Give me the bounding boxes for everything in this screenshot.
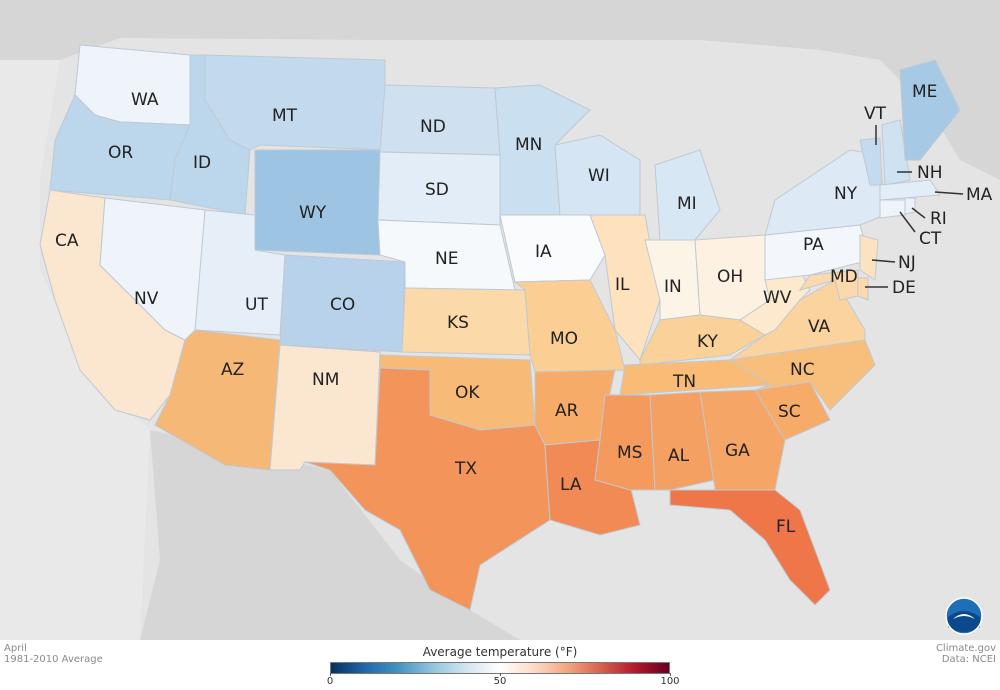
label-AL: AL xyxy=(668,446,690,466)
label-GA: GA xyxy=(725,441,750,461)
state-NH xyxy=(881,119,911,186)
label-UT: UT xyxy=(245,295,268,315)
label-SC: SC xyxy=(778,402,801,422)
state-MD xyxy=(798,269,859,301)
leader-NJ xyxy=(871,259,896,263)
label-MA: MA xyxy=(966,185,993,205)
leader-RI xyxy=(911,207,926,219)
state-DE xyxy=(857,277,869,301)
state-ME xyxy=(899,59,961,161)
label-NH: NH xyxy=(917,163,943,183)
label-NE: NE xyxy=(435,249,458,269)
month-label: April xyxy=(4,643,27,654)
label-AR: AR xyxy=(555,401,579,421)
label-PA: PA xyxy=(803,235,824,255)
label-AZ: AZ xyxy=(221,360,244,380)
state-AL xyxy=(649,391,716,491)
us-temperature-map: WA OR CA NV ID MT WY UT AZ CO NM ND SD N… xyxy=(0,0,1000,640)
label-MD: MD xyxy=(830,267,858,287)
label-KS: KS xyxy=(447,313,469,333)
state-TX xyxy=(304,367,551,611)
label-NM: NM xyxy=(312,370,339,390)
state-RI xyxy=(904,197,916,215)
label-IN: IN xyxy=(664,277,682,297)
label-TN: TN xyxy=(672,372,696,392)
mexico-land xyxy=(140,430,520,640)
label-OK: OK xyxy=(455,383,480,403)
map-background: WA OR CA NV ID MT WY UT AZ CO NM ND SD N… xyxy=(0,0,1000,640)
legend-title: Average temperature (°F) xyxy=(422,645,578,659)
label-ME: ME xyxy=(912,82,937,102)
label-NV: NV xyxy=(134,289,159,309)
label-NY: NY xyxy=(834,184,858,204)
legend-tick-mark xyxy=(670,673,671,676)
legend-tick-label: 50 xyxy=(493,676,507,687)
state-NM xyxy=(269,344,381,471)
period-label: 1981-2010 Average xyxy=(4,654,103,665)
state-MA xyxy=(879,179,941,201)
label-MI: MI xyxy=(677,194,697,214)
state-GA xyxy=(699,389,786,491)
label-WI: WI xyxy=(588,166,610,186)
label-VA: VA xyxy=(808,317,831,337)
state-MT xyxy=(204,54,386,151)
legend-tick-mark xyxy=(330,673,331,676)
label-IA: IA xyxy=(535,242,552,262)
label-WV: WV xyxy=(763,288,792,308)
canada-land xyxy=(0,0,1000,180)
leader-MA xyxy=(934,191,964,195)
label-OR: OR xyxy=(108,143,133,163)
label-ND: ND xyxy=(420,117,446,137)
label-WY: WY xyxy=(299,203,327,223)
label-WA: WA xyxy=(131,90,159,110)
label-NJ: NJ xyxy=(898,253,916,273)
legend-tick-label: 0 xyxy=(326,676,334,687)
label-IL: IL xyxy=(615,275,630,295)
state-MI xyxy=(654,149,721,241)
label-VT: VT xyxy=(864,104,887,124)
label-KY: KY xyxy=(697,332,719,352)
noaa-logo xyxy=(945,597,983,635)
label-RI: RI xyxy=(930,209,947,229)
label-MS: MS xyxy=(617,443,642,463)
state-IA xyxy=(499,214,606,283)
state-FL xyxy=(669,489,831,606)
label-CT: CT xyxy=(919,229,942,249)
label-MT: MT xyxy=(272,106,298,126)
state-NJ xyxy=(859,234,879,281)
label-MO: MO xyxy=(550,329,578,349)
legend-tick-mark xyxy=(500,673,501,676)
label-OH: OH xyxy=(717,267,743,287)
data-source-label: Data: NCEI xyxy=(941,654,996,665)
state-WV xyxy=(739,269,811,336)
label-MN: MN xyxy=(515,135,542,155)
label-FL: FL xyxy=(776,517,796,537)
legend-tick-label: 100 xyxy=(660,676,680,687)
label-NC: NC xyxy=(790,360,815,380)
label-ID: ID xyxy=(193,153,211,173)
label-CA: CA xyxy=(55,231,79,251)
label-SD: SD xyxy=(425,180,449,200)
state-CT xyxy=(879,199,906,219)
leader-CT xyxy=(899,211,916,233)
label-LA: LA xyxy=(560,475,582,495)
label-TX: TX xyxy=(454,459,477,479)
credit-label: Climate.gov xyxy=(935,643,996,654)
state-MO xyxy=(513,279,626,373)
state-NC xyxy=(728,339,876,411)
label-DE: DE xyxy=(892,278,916,298)
label-CO: CO xyxy=(330,295,355,315)
